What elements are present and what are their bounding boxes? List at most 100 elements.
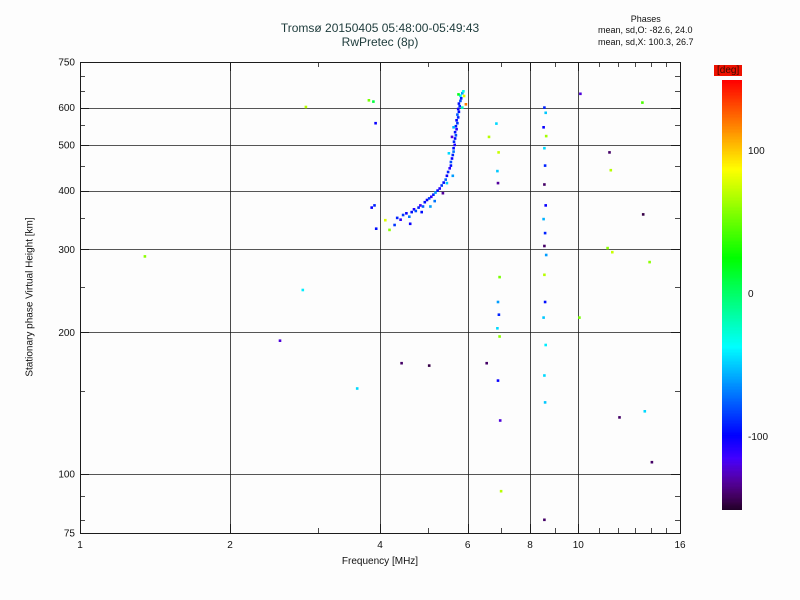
chart-title: Tromsø 20150405 05:48:00-05:49:43 RwPret… <box>281 21 479 50</box>
data-point <box>143 255 147 258</box>
data-point <box>405 212 408 215</box>
data-point <box>496 379 500 382</box>
data-point <box>641 101 644 104</box>
data-point <box>650 460 654 464</box>
data-point <box>544 204 547 207</box>
x-tick-label: 6 <box>465 540 471 551</box>
data-point <box>436 189 439 192</box>
data-point <box>457 93 460 96</box>
data-point <box>579 92 582 96</box>
chart-title-line2: RwPretec (8p) <box>341 34 419 49</box>
data-point <box>544 111 547 115</box>
phase-stats-x-line: mean, sd,X: 100.3, 26.7 <box>598 36 694 47</box>
data-point <box>355 387 359 390</box>
data-point <box>445 181 449 185</box>
data-point <box>497 313 501 316</box>
data-point <box>462 90 465 93</box>
y-axis-label: Stationary phase Virtual Height [km] <box>24 217 36 377</box>
data-point <box>388 228 391 232</box>
data-point <box>450 135 454 139</box>
data-point <box>456 113 459 116</box>
data-point <box>498 419 502 422</box>
data-point <box>496 181 500 185</box>
data-point <box>543 374 546 377</box>
data-point <box>412 208 416 211</box>
x-tick-label: 16 <box>674 540 686 551</box>
data-point <box>445 174 449 178</box>
colorbar-tick-label: 100 <box>748 146 765 157</box>
data-point <box>464 103 468 106</box>
data-point <box>542 126 545 129</box>
data-point <box>458 105 461 108</box>
data-point <box>544 253 548 257</box>
data-point <box>301 288 305 292</box>
data-point <box>455 119 458 122</box>
y-tick-label: 400 <box>58 186 75 197</box>
data-point <box>499 489 503 493</box>
data-point <box>370 206 373 209</box>
x-tick-label: 1 <box>77 540 83 551</box>
data-point <box>414 209 418 213</box>
y-tick-label: 600 <box>58 103 75 114</box>
data-point <box>543 164 547 167</box>
data-point <box>449 160 453 164</box>
plot-frame <box>80 62 681 534</box>
data-point <box>456 116 460 119</box>
data-point <box>410 210 413 214</box>
data-point <box>450 157 454 160</box>
data-point <box>452 126 455 129</box>
data-point <box>440 184 443 187</box>
data-point <box>457 102 461 105</box>
data-point <box>447 152 451 155</box>
data-point <box>434 191 437 194</box>
data-point <box>408 222 412 226</box>
data-point <box>454 124 458 128</box>
data-point <box>542 316 545 319</box>
data-point <box>446 170 450 174</box>
data-point <box>641 213 645 216</box>
data-point <box>374 227 378 230</box>
data-point <box>419 204 422 207</box>
data-point <box>543 244 546 248</box>
data-point <box>498 275 501 279</box>
data-point <box>609 168 613 172</box>
data-point <box>487 135 491 139</box>
data-point <box>408 215 411 218</box>
data-point <box>543 273 546 277</box>
data-point <box>459 97 463 100</box>
data-point <box>304 105 308 109</box>
colorbar-tick-label: -100 <box>748 432 769 443</box>
x-tick-label: 2 <box>227 540 233 551</box>
y-tick-label: 750 <box>58 58 75 69</box>
x-axis-label: Frequency [MHz] <box>341 556 419 567</box>
data-point <box>496 169 499 173</box>
data-point <box>427 197 431 200</box>
data-point <box>400 361 403 365</box>
data-point <box>456 121 459 125</box>
data-point <box>495 122 498 125</box>
data-point <box>430 195 433 199</box>
data-point <box>401 213 405 217</box>
data-point <box>451 174 455 178</box>
data-point <box>578 316 581 319</box>
y-tick-label: 200 <box>58 328 75 339</box>
data-point <box>542 217 545 221</box>
data-point <box>441 191 445 195</box>
data-point <box>399 218 402 221</box>
colorbar-unit-label: [deg] <box>714 65 743 76</box>
x-tick-label: 8 <box>527 540 533 551</box>
data-point <box>455 127 458 131</box>
data-point <box>372 100 375 103</box>
data-point <box>432 193 435 196</box>
data-point <box>417 206 420 209</box>
data-point <box>643 410 647 413</box>
data-point <box>543 518 546 522</box>
data-point <box>456 107 460 111</box>
data-point <box>373 204 376 207</box>
data-point <box>452 150 455 153</box>
data-point <box>433 199 436 203</box>
data-point <box>543 300 547 304</box>
data-point <box>618 416 621 419</box>
